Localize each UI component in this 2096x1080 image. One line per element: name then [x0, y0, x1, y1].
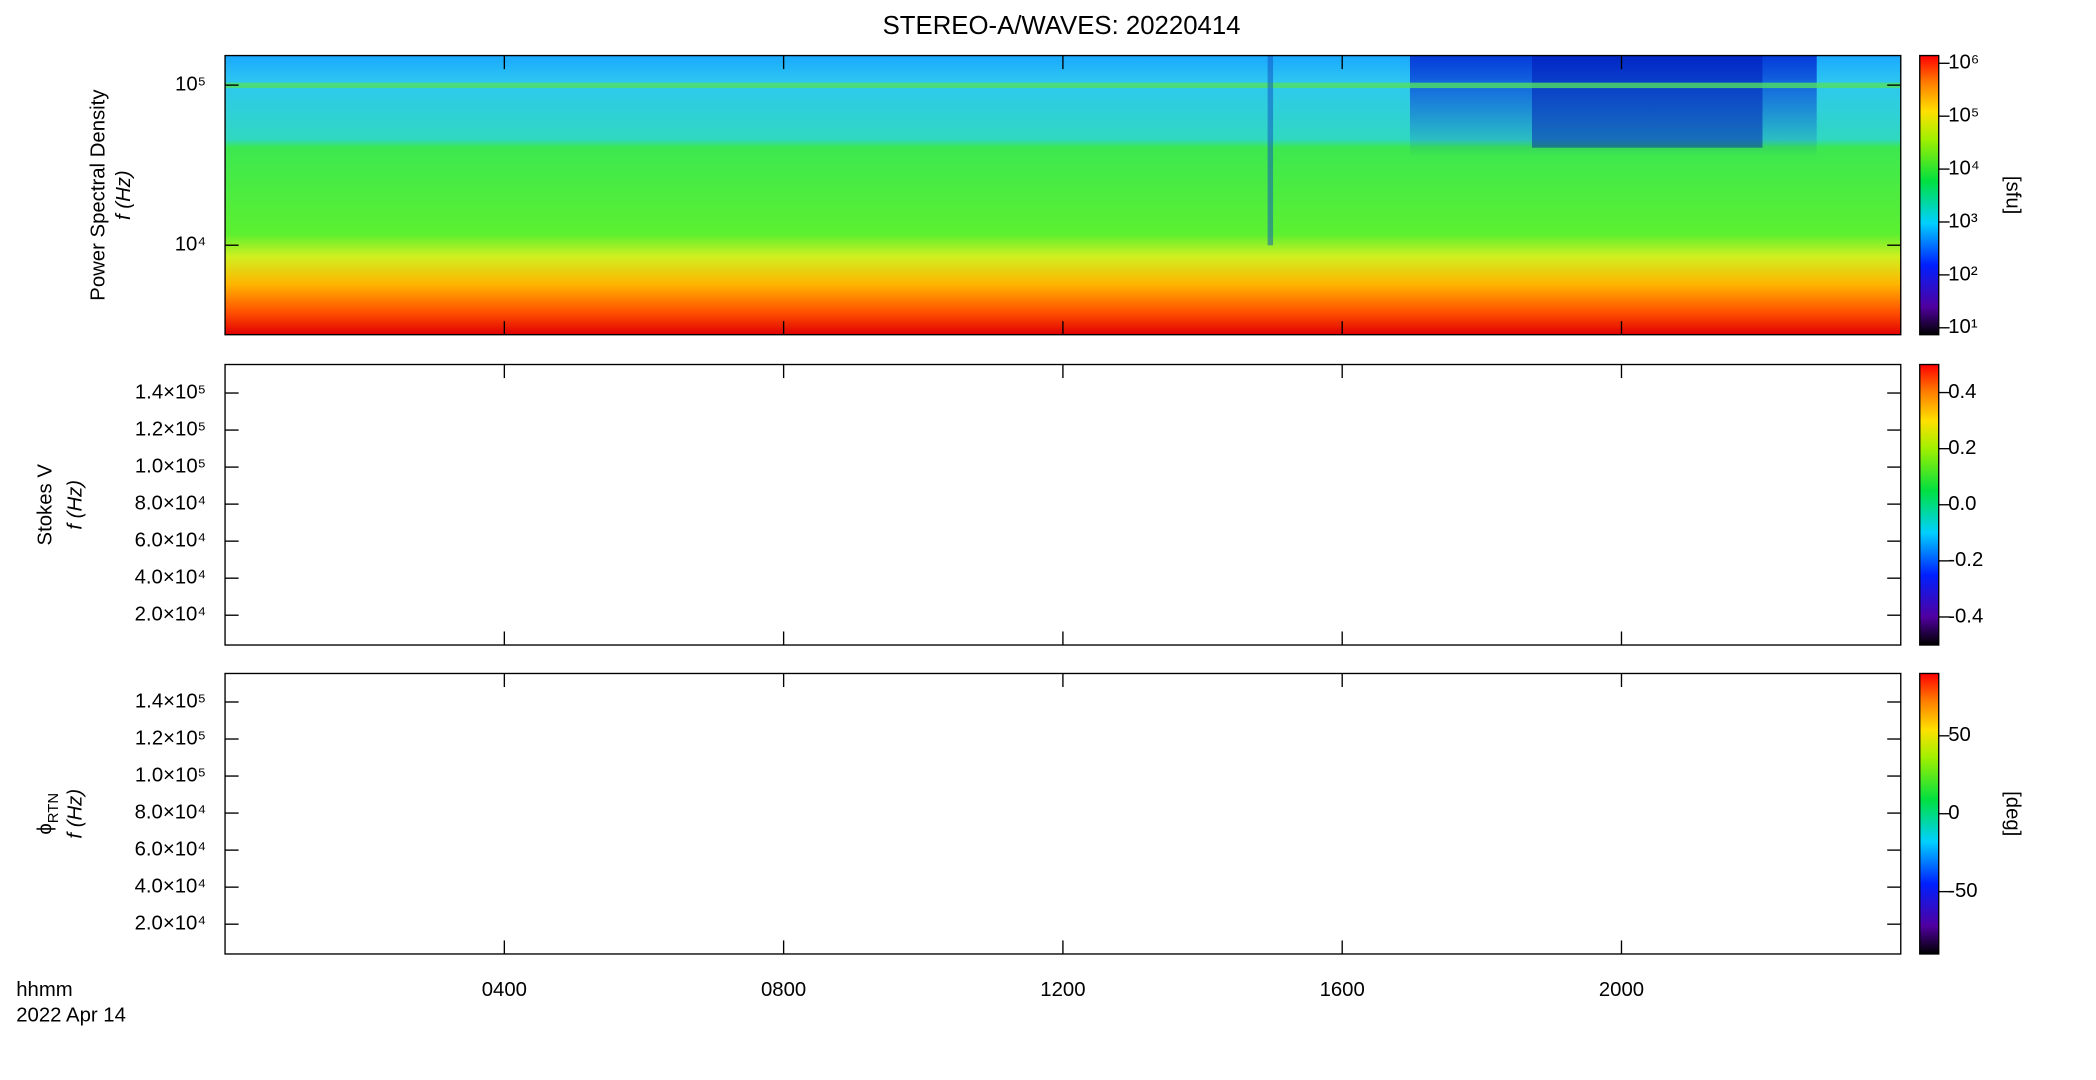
y-tick-label: 8.0×10⁴: [135, 801, 207, 823]
colorbar-label: [deg]: [2002, 791, 2024, 836]
colorbar-tick-label: 10⁶: [1948, 52, 1979, 74]
colorbar-tick-label: 0.0: [1948, 493, 1976, 515]
y-tick-label: 10⁴: [175, 234, 206, 256]
y-tick-label: 4.0×10⁴: [135, 876, 207, 898]
colorbar-tick-label: 0: [1948, 802, 1959, 824]
y-axis-label: Stokes V: [34, 464, 56, 546]
colorbar-tick-label: 10⁴: [1948, 157, 1979, 179]
colorbar-tick-label: 0.2: [1948, 437, 1976, 459]
date-label: 2022 Apr 14: [16, 1005, 126, 1027]
spectrogram-image: [225, 55, 1901, 335]
colorbar: [1919, 363, 1940, 646]
x-tick-label: 1600: [1320, 979, 1365, 1001]
y-axis-label: f (Hz): [64, 789, 86, 839]
colorbar-tick-label: 0.4: [1948, 381, 1976, 403]
y-tick-label: 1.4×10⁵: [135, 690, 206, 712]
x-tick-label: 2000: [1599, 979, 1644, 1001]
chart-title: STEREO-A/WAVES: 20220414: [883, 12, 1241, 40]
y-tick-label: 1.2×10⁵: [135, 418, 206, 440]
x-tick-label: 0400: [482, 979, 527, 1001]
x-tick-label: 0800: [761, 979, 806, 1001]
y-tick-label: 4.0×10⁴: [135, 567, 207, 589]
colorbar-tick-label: 10³: [1948, 210, 1978, 232]
y-tick-label: 2.0×10⁴: [135, 604, 207, 626]
y-axis-label-subscript: RTN: [46, 793, 62, 823]
y-tick-label: 6.0×10⁴: [135, 838, 207, 860]
colorbar-tick-label: 50: [1948, 724, 1971, 746]
y-axis-label: f (Hz): [113, 170, 135, 220]
plot-frame: [224, 363, 1902, 646]
y-axis-label: ϕRTN: [34, 793, 62, 835]
y-axis-label: f (Hz): [64, 480, 86, 530]
colorbar: [1919, 54, 1940, 336]
x-axis-label: hhmm: [16, 979, 72, 1001]
plot-frame: [224, 672, 1902, 955]
y-tick-label: 1.2×10⁵: [135, 727, 206, 749]
colorbar-label: [sfu]: [2002, 176, 2024, 214]
colorbar-tick-label: -0.4: [1948, 605, 1983, 627]
y-tick-label: 6.0×10⁴: [135, 530, 207, 552]
colorbar: [1919, 672, 1940, 955]
colorbar-tick-label: -0.2: [1948, 549, 1983, 571]
colorbar-tick-label: 10¹: [1948, 316, 1978, 338]
colorbar-tick-label: 10⁵: [1948, 105, 1979, 127]
y-tick-label: 1.4×10⁵: [135, 381, 206, 403]
y-axis-label: Power Spectral Density: [87, 89, 109, 301]
y-tick-label: 10⁵: [175, 74, 206, 96]
x-tick-label: 1200: [1040, 979, 1085, 1001]
y-tick-label: 1.0×10⁵: [135, 764, 206, 786]
y-tick-label: 1.0×10⁵: [135, 455, 206, 477]
y-tick-label: 8.0×10⁴: [135, 492, 207, 514]
y-tick-label: 2.0×10⁴: [135, 913, 207, 935]
colorbar-tick-label: 10²: [1948, 263, 1978, 285]
colorbar-tick-label: -50: [1948, 880, 1977, 902]
